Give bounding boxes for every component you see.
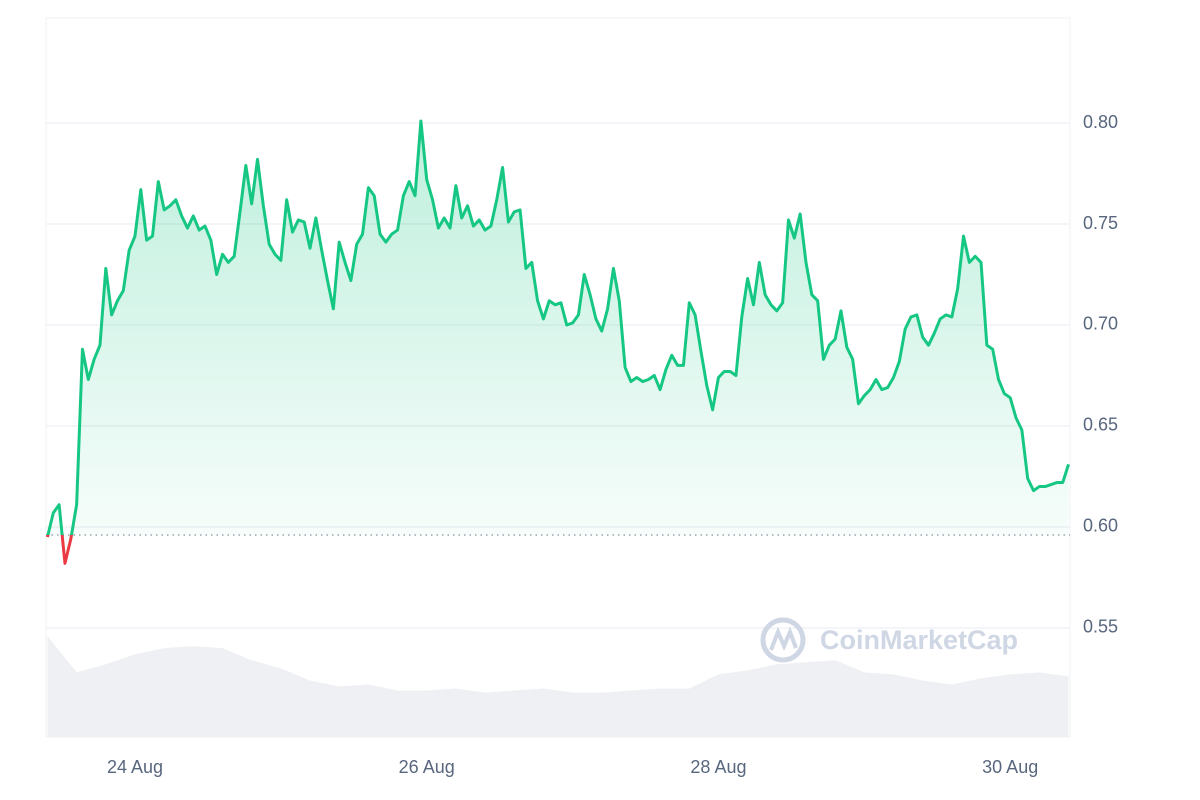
- y-tick-label: 0.60: [1083, 516, 1118, 536]
- y-tick-label: 0.55: [1083, 617, 1118, 637]
- price-area: [47, 121, 1069, 564]
- x-tick-label: 24 Aug: [107, 757, 163, 777]
- y-tick-label: 0.70: [1083, 314, 1118, 334]
- watermark: CoinMarketCap: [760, 617, 1018, 663]
- x-tick-label: 26 Aug: [399, 757, 455, 777]
- price-line: [46, 119, 1070, 565]
- y-tick-label: 0.65: [1083, 415, 1118, 435]
- watermark-text: CoinMarketCap: [820, 625, 1018, 655]
- y-tick-label: 0.75: [1083, 213, 1118, 233]
- x-tick-label: 28 Aug: [690, 757, 746, 777]
- x-tick-label: 30 Aug: [982, 757, 1038, 777]
- y-tick-label: 0.80: [1083, 112, 1118, 132]
- volume-area: [47, 636, 1069, 737]
